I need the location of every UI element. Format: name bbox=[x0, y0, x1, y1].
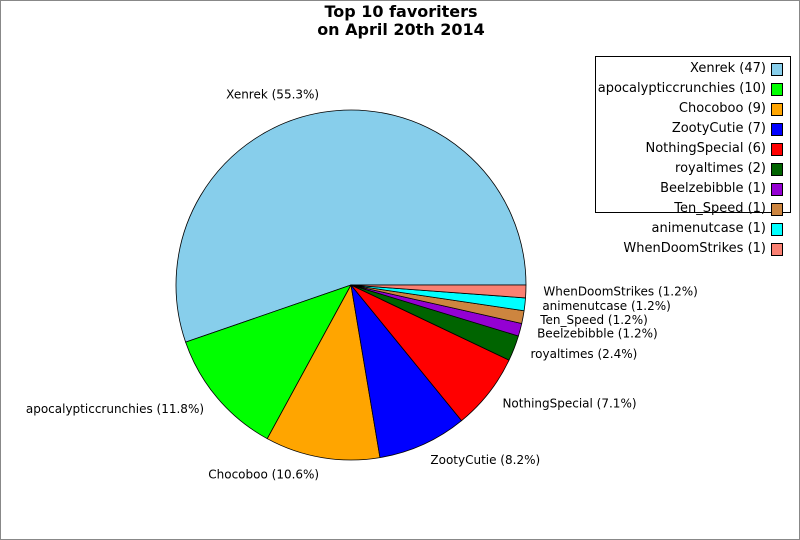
chart-title-line-2: on April 20th 2014 bbox=[317, 20, 485, 39]
pie-slice-whendoomstrikes bbox=[350, 284, 527, 299]
chart-title-line-1: Top 10 favoriters bbox=[324, 2, 478, 21]
legend-item: Chocoboo (9) bbox=[596, 99, 790, 119]
legend-label: NothingSpecial (6) bbox=[645, 141, 766, 156]
legend-label: animenutcase (1) bbox=[651, 221, 767, 236]
legend-swatch bbox=[771, 123, 783, 136]
pie-slice-xenrek bbox=[175, 109, 527, 343]
legend-label: apocalypticcrunchies (10) bbox=[597, 81, 766, 96]
pie-label-apocalypticcrunchies: apocalypticcrunchies (11.8%) bbox=[26, 402, 204, 416]
legend-label: ZootyCutie (7) bbox=[671, 121, 766, 136]
legend-swatch bbox=[771, 83, 783, 96]
legend-item: WhenDoomStrikes (1) bbox=[596, 239, 790, 259]
legend-label: royaltimes (2) bbox=[675, 161, 766, 176]
legend-swatch bbox=[771, 63, 783, 76]
pie-slice-apocalypticcrunchies bbox=[185, 284, 352, 440]
pie-label-beelzebibble: Beelzebibble (1.2%) bbox=[537, 327, 658, 341]
legend-item: NothingSpecial (6) bbox=[596, 139, 790, 159]
pie-label-nothingspecial: NothingSpecial (7.1%) bbox=[502, 396, 636, 410]
pie-label-xenrek: Xenrek (55.3%) bbox=[226, 88, 319, 102]
pie-label-chocoboo: Chocoboo (10.6%) bbox=[208, 467, 319, 481]
legend-swatch bbox=[771, 143, 783, 156]
pie-slice-zootycutie bbox=[350, 284, 462, 458]
pie-labels: Xenrek (55.3%) apocalypticcrunchies (11.8… bbox=[26, 88, 698, 482]
legend-swatch bbox=[771, 223, 783, 236]
legend-label: Xenrek (47) bbox=[690, 61, 766, 76]
legend-item: ZootyCutie (7) bbox=[596, 119, 790, 139]
pie-slice-chocoboo bbox=[266, 284, 381, 461]
legend-label: Beelzebibble (1) bbox=[660, 181, 766, 196]
legend-item: royaltimes (2) bbox=[596, 159, 790, 179]
legend-item: Beelzebibble (1) bbox=[596, 179, 790, 199]
legend-label: Ten_Speed (1) bbox=[674, 201, 766, 216]
legend-item: apocalypticcrunchies (10) bbox=[596, 79, 790, 99]
legend-label: Chocoboo (9) bbox=[678, 101, 766, 116]
pie-label-whendoomstrikes: WhenDoomStrikes (1.2%) bbox=[543, 285, 697, 299]
legend-swatch bbox=[771, 103, 783, 116]
chart-title: Top 10 favoriters on April 20th 2014 bbox=[1, 3, 800, 39]
legend-item: animenutcase (1) bbox=[596, 219, 790, 239]
legend-item: Ten_Speed (1) bbox=[596, 199, 790, 219]
legend-label: WhenDoomStrikes (1) bbox=[623, 241, 766, 256]
legend-swatch bbox=[771, 163, 783, 176]
legend-swatch bbox=[771, 243, 783, 256]
chart-legend: Xenrek (47) apocalypticcrunchies (10) Choc… bbox=[595, 56, 791, 256]
legend-swatch bbox=[771, 203, 783, 216]
legend-item: Xenrek (47) bbox=[596, 59, 790, 79]
pie-slices bbox=[175, 109, 527, 461]
pie-label-royaltimes: royaltimes (2.4%) bbox=[531, 347, 638, 361]
pie-label-zootycutie: ZootyCutie (8.2%) bbox=[430, 453, 540, 467]
pie-label-animenutcase: animenutcase (1.2%) bbox=[542, 299, 671, 313]
pie-label-ten-speed: Ten_Speed (1.2%) bbox=[539, 313, 648, 327]
legend-swatch bbox=[771, 183, 783, 196]
